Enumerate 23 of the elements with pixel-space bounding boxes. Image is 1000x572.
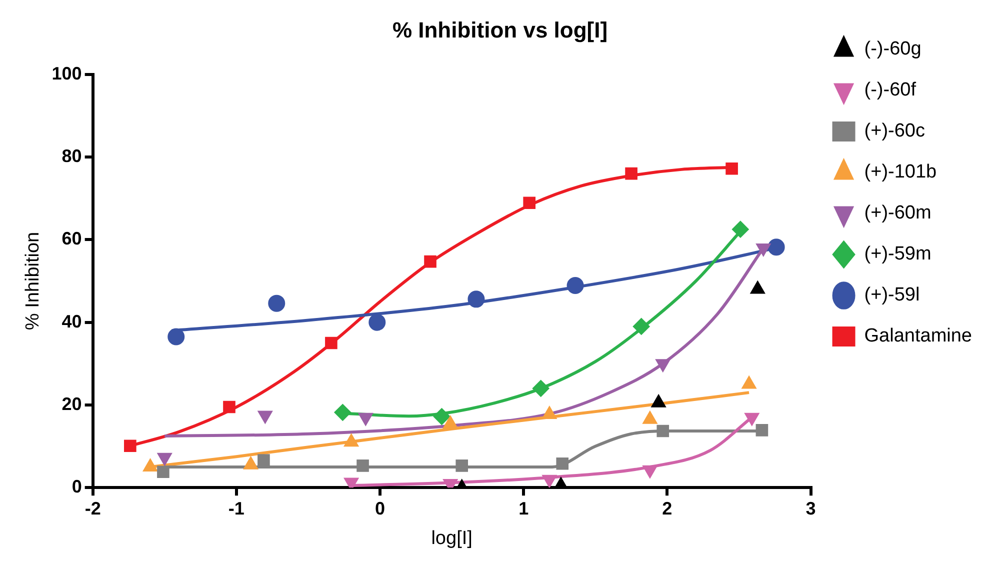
legend-label: (+)-101b xyxy=(864,162,937,183)
y-axis-title: % Inhibition xyxy=(22,232,44,330)
legend-label: (+)-60c xyxy=(864,120,925,142)
legend-label: (+)-59m xyxy=(864,244,932,265)
x-tick-label: 0 xyxy=(375,498,386,518)
x-tick-label: -1 xyxy=(228,498,244,518)
chart-title: % Inhibition vs log[I] xyxy=(392,17,608,42)
y-tick-label: 60 xyxy=(62,228,82,249)
x-axis-title: log[I] xyxy=(431,528,472,549)
y-tick-label: 20 xyxy=(62,394,82,414)
legend-label: Galantamine xyxy=(864,326,972,347)
y-tick-label: 100 xyxy=(52,63,82,84)
x-tick-label: 1 xyxy=(518,498,529,518)
legend-label: (+)-59l xyxy=(864,284,920,306)
y-tick-label: 0 xyxy=(72,476,82,497)
y-tick-label: 40 xyxy=(62,311,82,332)
legend-label: (-)-60g xyxy=(864,38,922,60)
legend-label: (+)-60m xyxy=(864,202,932,224)
legend-label: (-)-60f xyxy=(864,80,917,101)
x-tick-label: 2 xyxy=(662,498,672,518)
x-tick-label: -2 xyxy=(84,498,101,518)
x-tick-label: 3 xyxy=(806,498,816,518)
y-tick-label: 80 xyxy=(62,146,82,166)
